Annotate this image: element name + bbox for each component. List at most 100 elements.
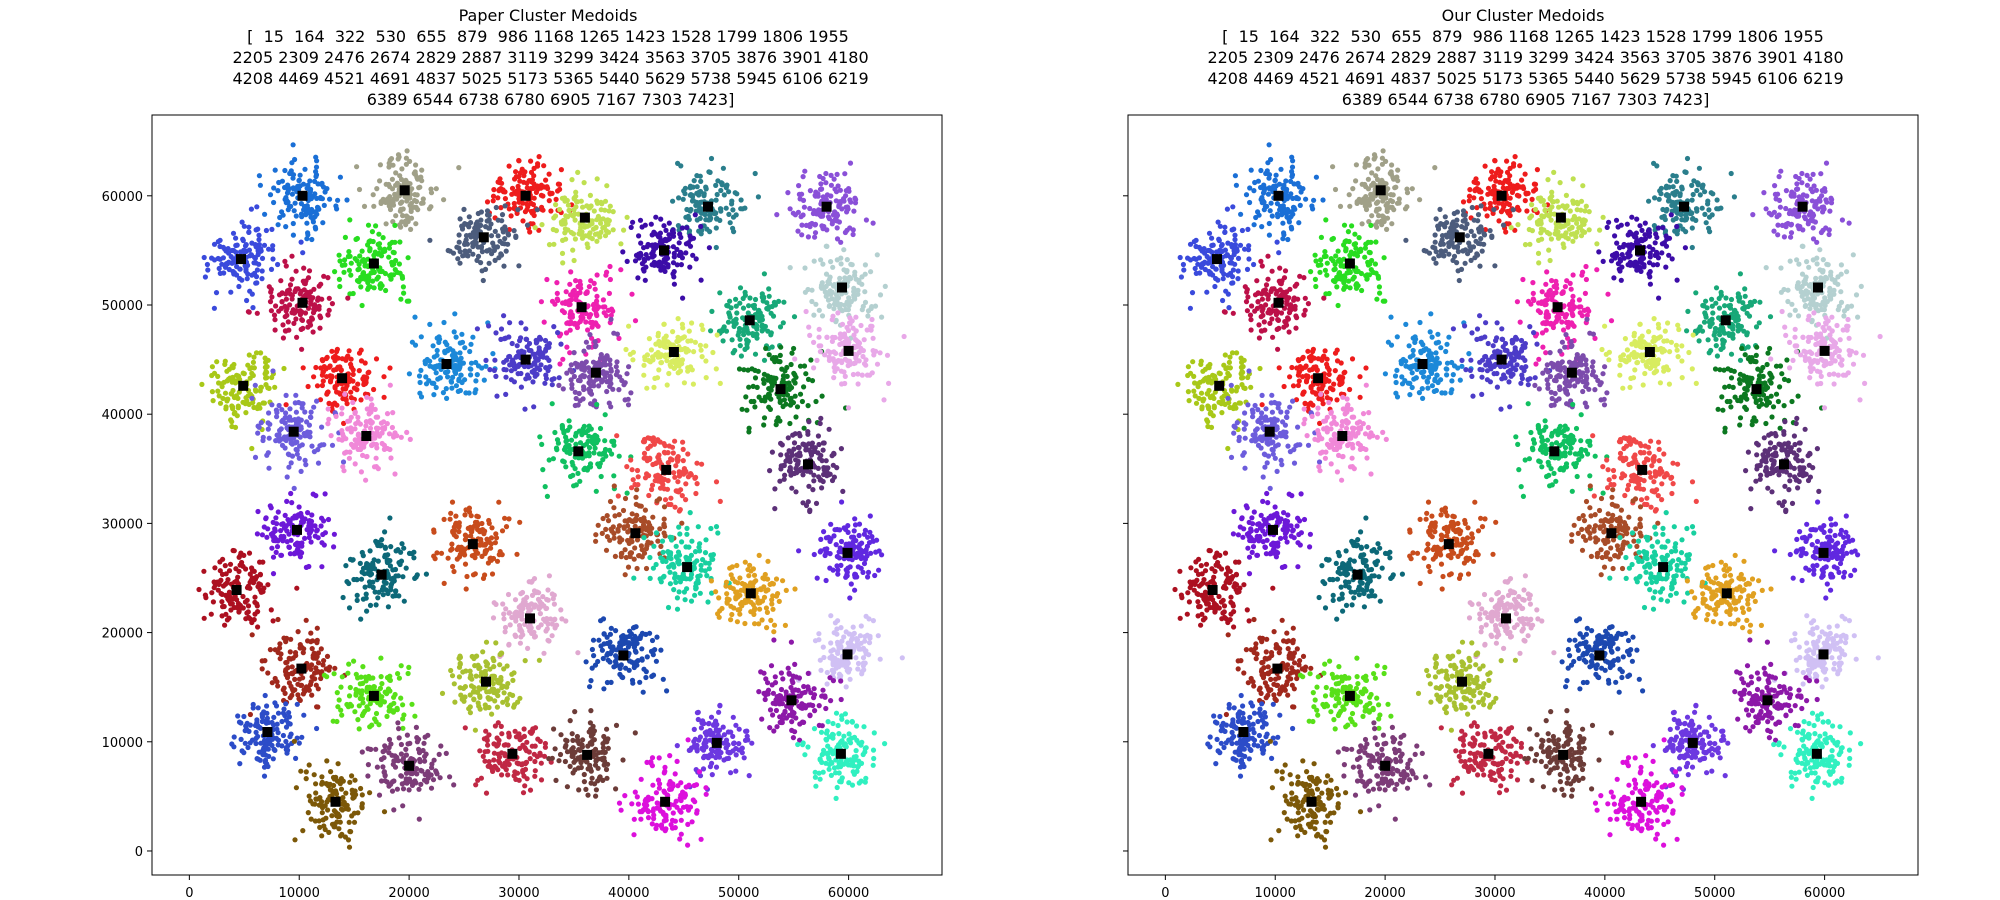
data-point (322, 189, 328, 195)
data-point (638, 543, 645, 549)
data-point (850, 539, 856, 545)
data-point (689, 320, 695, 326)
data-point (645, 520, 652, 526)
data-point (751, 572, 758, 578)
data-point (544, 276, 550, 283)
data-point (713, 225, 719, 231)
data-point (263, 516, 269, 522)
data-point (705, 599, 711, 605)
data-point (837, 545, 843, 551)
data-point (511, 379, 517, 385)
data-point (601, 631, 607, 637)
data-point (621, 382, 627, 388)
data-point (467, 366, 473, 372)
data-point (637, 217, 644, 223)
data-point (663, 227, 669, 233)
data-point (756, 552, 762, 559)
data-point (607, 263, 613, 270)
data-point (325, 312, 331, 318)
data-point (540, 594, 546, 600)
left-ytick-label: 30000 (102, 517, 143, 532)
data-point (247, 288, 253, 294)
data-point (560, 386, 566, 392)
data-point (634, 467, 641, 474)
data-point (230, 230, 237, 236)
data-point (515, 183, 521, 189)
data-point (732, 347, 738, 354)
data-point (586, 284, 593, 290)
data-point (502, 236, 508, 242)
data-point (846, 360, 852, 366)
data-point (622, 495, 629, 502)
data-point (472, 555, 478, 561)
left-xtick-label: 20000 (388, 886, 429, 900)
data-point (564, 370, 570, 376)
data-point (245, 583, 251, 589)
data-point (639, 630, 646, 636)
data-point (271, 185, 277, 191)
data-point (398, 176, 405, 183)
data-point (304, 429, 311, 435)
data-point (835, 650, 841, 657)
data-point (472, 390, 478, 396)
data-point (518, 384, 525, 390)
data-point (772, 506, 778, 512)
data-point (270, 519, 276, 526)
data-point (483, 357, 489, 363)
data-point (674, 455, 680, 461)
data-point (624, 258, 630, 264)
data-point (256, 424, 262, 430)
data-point (654, 498, 660, 504)
data-point (441, 580, 447, 587)
data-point (374, 276, 380, 282)
data-point (544, 493, 551, 499)
data-point (387, 203, 393, 210)
data-point (899, 655, 905, 661)
data-point (616, 453, 622, 459)
data-point (752, 621, 758, 627)
data-point (633, 501, 639, 507)
data-point (785, 435, 791, 441)
data-point (269, 226, 275, 232)
data-point (411, 555, 417, 561)
data-point (486, 217, 492, 223)
data-point (283, 437, 289, 444)
data-point (289, 292, 295, 298)
data-point (524, 207, 530, 213)
data-point (222, 358, 228, 364)
data-point (624, 371, 630, 377)
data-point (599, 530, 605, 537)
data-point (692, 212, 698, 218)
data-point (801, 384, 807, 390)
data-point (596, 383, 602, 389)
data-point (847, 315, 853, 321)
data-point (741, 326, 747, 332)
data-point (434, 347, 440, 354)
data-point (647, 575, 653, 582)
data-point (365, 370, 371, 376)
data-point (497, 179, 503, 186)
data-point (675, 316, 681, 322)
data-point (819, 485, 825, 491)
data-point (779, 366, 785, 372)
data-point (472, 571, 478, 577)
data-point (520, 218, 526, 224)
data-point (687, 233, 693, 239)
data-point (663, 238, 669, 244)
data-point (613, 663, 619, 669)
data-point (412, 575, 418, 582)
data-point (693, 490, 699, 497)
data-point (273, 549, 279, 556)
left-plot-area: 0 10000 20000 30000 40000 50000 60000010000200… (102, 114, 943, 900)
data-point (560, 260, 566, 266)
data-point (802, 289, 809, 295)
data-point (325, 406, 331, 412)
data-point (209, 590, 215, 596)
data-point (607, 498, 614, 505)
data-point (634, 487, 640, 493)
data-point (501, 366, 507, 373)
data-point (341, 269, 347, 275)
data-point (593, 488, 599, 494)
data-point (445, 555, 451, 561)
data-point (342, 234, 348, 240)
